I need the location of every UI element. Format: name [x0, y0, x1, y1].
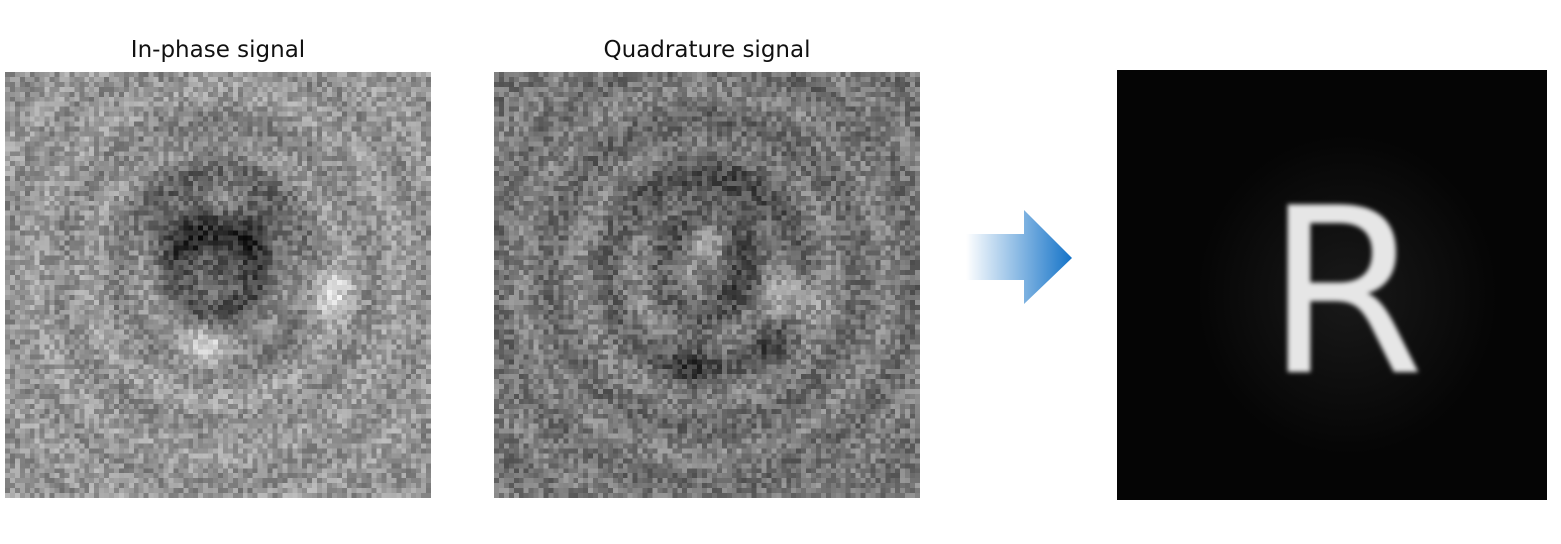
inphase-signal-image: [5, 72, 431, 498]
quadrature-title: Quadrature signal: [603, 37, 811, 63]
quadrature-signal-image: [494, 72, 920, 498]
reconstructed-letter: R: [1265, 160, 1425, 427]
reconstruction-image: R: [1117, 70, 1547, 500]
inphase-title: In-phase signal: [130, 37, 306, 63]
arrow-right-icon: [966, 210, 1072, 304]
